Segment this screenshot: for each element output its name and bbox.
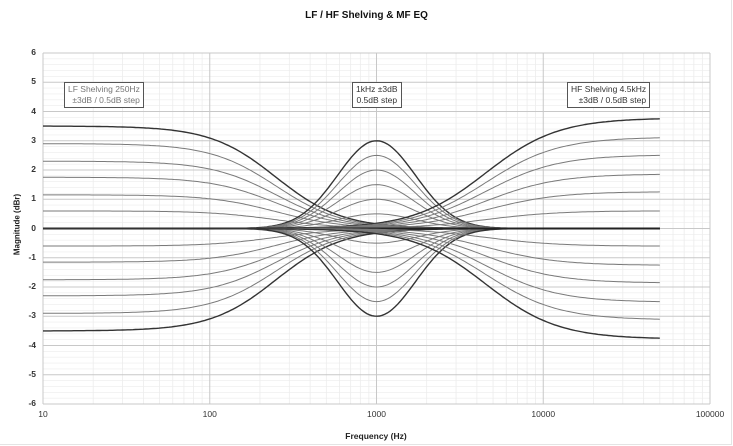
y-tick-label: -1 — [28, 251, 36, 262]
y-tick-label: 6 — [31, 47, 36, 57]
eq-curve — [43, 137, 660, 229]
x-tick-label: 10000 — [531, 409, 556, 419]
y-axis-label: Magnitude (dBr) — [12, 193, 22, 256]
y-tick-label: 5 — [31, 76, 36, 87]
eq-curve — [43, 154, 660, 229]
y-tick-label: -6 — [28, 398, 36, 408]
annotation-lf-shelving: LF Shelving 250Hz ±3dB / 0.5dB step — [64, 82, 144, 108]
eq-curve — [43, 154, 660, 229]
chart-title: LF / HF Shelving & MF EQ — [305, 10, 428, 21]
y-tick-label: -3 — [28, 310, 36, 321]
annotation-mf-peak: 1kHz ±3dB 0.5dB step — [352, 82, 402, 108]
eq-curve — [43, 227, 660, 317]
x-tick-label: 100 — [202, 409, 217, 419]
y-tick-label: -5 — [28, 368, 36, 379]
eq-curve — [43, 227, 660, 339]
eq-curve — [43, 227, 660, 332]
eq-curve — [43, 125, 660, 230]
y-tick-label: 2 — [31, 164, 36, 174]
y-tick-label: 3 — [31, 134, 36, 145]
y-tick-label: -2 — [28, 281, 36, 291]
eq-curve — [43, 228, 660, 266]
y-tick-label: -4 — [28, 339, 36, 350]
x-tick-label: 10 — [38, 409, 48, 419]
y-tick-label: 1 — [31, 193, 36, 204]
y-tick-label: 0 — [31, 222, 36, 233]
x-tick-label: 1000 — [367, 409, 386, 419]
y-tick-label: 4 — [31, 105, 36, 116]
eq-curve — [43, 140, 660, 230]
eq-curve — [43, 228, 660, 303]
annotation-hf-shelving: HF Shelving 4.5kHz ±3dB / 0.5dB step — [567, 82, 651, 108]
eq-curve — [43, 228, 660, 320]
x-axis-label: Frequency (Hz) — [345, 431, 407, 441]
eq-curve — [43, 191, 660, 229]
eq-curve — [43, 228, 660, 303]
x-tick-label: 100000 — [695, 409, 725, 419]
